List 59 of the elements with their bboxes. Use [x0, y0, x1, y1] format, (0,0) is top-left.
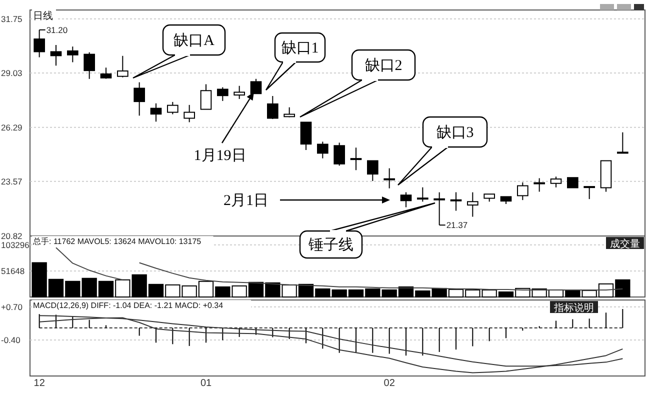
- candlestick: [134, 82, 145, 116]
- x-tick-label: 12: [34, 378, 46, 389]
- chart-title: 总手: 11762 MAVOL5: 13624 MAVOL10: 13175: [32, 237, 202, 246]
- candlestick: [534, 178, 545, 192]
- y-tick-label: 51648: [1, 266, 25, 276]
- annotation: 2月1日: [224, 193, 268, 209]
- annotation: 锤子线: [308, 236, 354, 254]
- candlestick: [367, 160, 378, 182]
- candlestick: [34, 29, 45, 58]
- chart-title: 日线: [33, 10, 53, 22]
- line-series: [56, 247, 124, 280]
- candlestick: [567, 177, 578, 188]
- y-tick-label: 31.75: [1, 14, 23, 24]
- annotation: 31.20: [46, 24, 68, 35]
- x-tick-label: 02: [384, 378, 396, 389]
- candlestick: [617, 132, 628, 154]
- candlestick: [584, 186, 595, 200]
- y-tick-label: 20.82: [1, 230, 23, 241]
- annotation: 21.37: [446, 220, 468, 230]
- annotation: 指标说明: [553, 302, 594, 314]
- candlestick: [317, 141, 328, 159]
- x-tick-label: 01: [200, 378, 212, 389]
- y-tick-label: 103296: [1, 240, 30, 250]
- candlestick: [84, 52, 95, 80]
- candlestick: [250, 78, 262, 94]
- candlestick: [467, 192, 478, 218]
- candlestick: [67, 46, 78, 63]
- candlestick: [234, 85, 245, 100]
- candlestick: [300, 122, 312, 151]
- annotation: 缺口2: [364, 57, 402, 74]
- candlestick: [267, 95, 278, 120]
- candlestick: [334, 142, 345, 166]
- candlestick: [400, 192, 412, 208]
- y-tick-label: 26.29: [1, 122, 23, 132]
- y-tick-label: 29.03: [1, 68, 23, 78]
- chart-title: MACD(12,26,9) DIFF: -1.04 DEA: -1.21 MACD: +0.34: [33, 301, 224, 310]
- candlestick: [517, 182, 528, 201]
- candlestick: [167, 101, 178, 115]
- candlestick: [384, 168, 395, 189]
- candlestick: [450, 192, 462, 212]
- annotation: 1月19日: [194, 148, 246, 164]
- y-tick-label: -0.40: [1, 334, 21, 345]
- y-tick-label: +0.70: [1, 302, 23, 312]
- candlestick: [417, 186, 428, 202]
- candlestick: [50, 44, 62, 66]
- y-tick-label: 23.57: [1, 176, 23, 186]
- annotation: 成交量: [610, 238, 640, 250]
- line-series: [138, 262, 624, 290]
- candlestick: [117, 55, 128, 78]
- annotation: 缺口3: [436, 124, 474, 141]
- candlestick: [184, 104, 195, 123]
- candlestick: [434, 192, 445, 226]
- annotation: 缺口A: [174, 32, 215, 49]
- candlestick: [200, 84, 212, 110]
- candlestick: [150, 102, 162, 122]
- candlestick: [550, 176, 562, 188]
- annotation: 缺口1: [281, 40, 319, 56]
- candlestick: [350, 147, 362, 171]
- candlestick: [217, 86, 228, 102]
